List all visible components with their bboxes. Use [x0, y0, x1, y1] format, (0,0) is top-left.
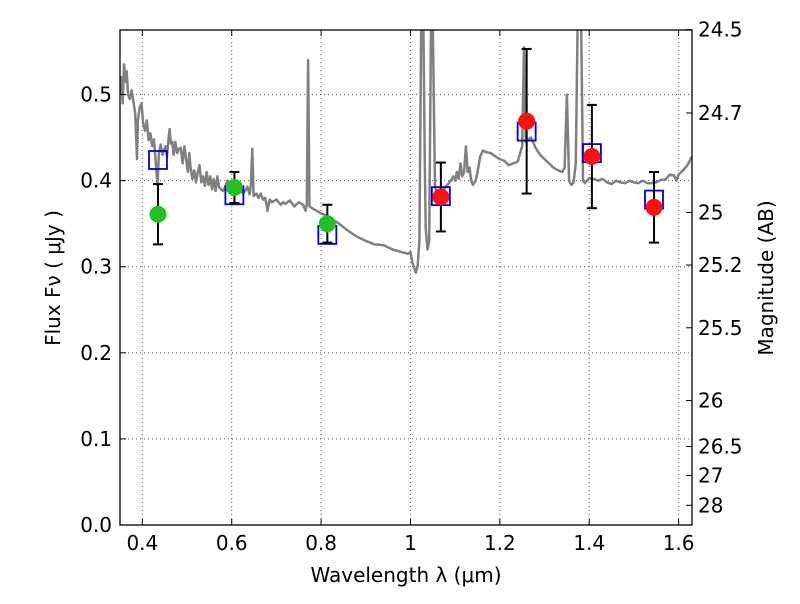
observed-nir-point — [645, 198, 663, 216]
x-tick-label: 0.8 — [305, 531, 337, 555]
right-tick-label: 26 — [698, 389, 723, 413]
x-tick-label: 1.4 — [573, 531, 605, 555]
x-tick-label: 1.6 — [663, 531, 695, 555]
x-tick-label: 0.6 — [216, 531, 248, 555]
plot-frame — [119, 29, 693, 526]
plot-area — [120, 30, 692, 275]
right-tick-label: 25 — [698, 200, 723, 224]
y-axis-label: Flux Fν ( μJy ) — [41, 210, 65, 346]
right-tick-label: 25.5 — [698, 316, 743, 340]
right-tick-label: 26.5 — [698, 434, 743, 458]
x-tick-label: 1.2 — [484, 531, 516, 555]
y-tick-label: 0.1 — [80, 427, 112, 451]
axes — [119, 29, 693, 526]
observed-optical-point — [318, 215, 336, 233]
observed-optical-point — [149, 205, 167, 223]
y-tick-label: 0.4 — [80, 169, 112, 193]
observed-nir-point — [518, 112, 536, 130]
right-y-axis-label: Magnitude (AB) — [754, 200, 778, 355]
right-tick-label: 25.2 — [698, 253, 743, 277]
y-tick-label: 0.0 — [80, 513, 112, 537]
right-tick-label: 24.7 — [698, 101, 743, 125]
model-photometry-square — [148, 150, 168, 170]
y-tick-label: 0.2 — [80, 341, 112, 365]
right-tick-label: 28 — [698, 493, 723, 517]
y-tick-label: 0.3 — [80, 255, 112, 279]
observed-nir-point — [583, 148, 601, 166]
observed-nir-point — [432, 188, 450, 206]
y-tick-labels: 0.0 0.1 0.2 0.3 0.4 0.5 — [80, 83, 112, 537]
x-tick-label: 0.4 — [126, 531, 158, 555]
x-axis-label: Wavelength λ (μm) — [310, 563, 501, 587]
right-axis-tick-labels: 24.5 24.7 25 25.2 25.5 26 26.5 27 28 — [698, 18, 743, 518]
observed-optical-point — [225, 179, 243, 197]
x-tick-label: 1 — [404, 531, 417, 555]
x-tick-labels: 0.4 0.6 0.8 1 1.2 1.4 1.6 — [126, 531, 694, 555]
y-tick-label: 0.5 — [80, 83, 112, 107]
right-tick-label: 27 — [698, 463, 723, 487]
right-tick-label: 24.5 — [698, 18, 743, 42]
